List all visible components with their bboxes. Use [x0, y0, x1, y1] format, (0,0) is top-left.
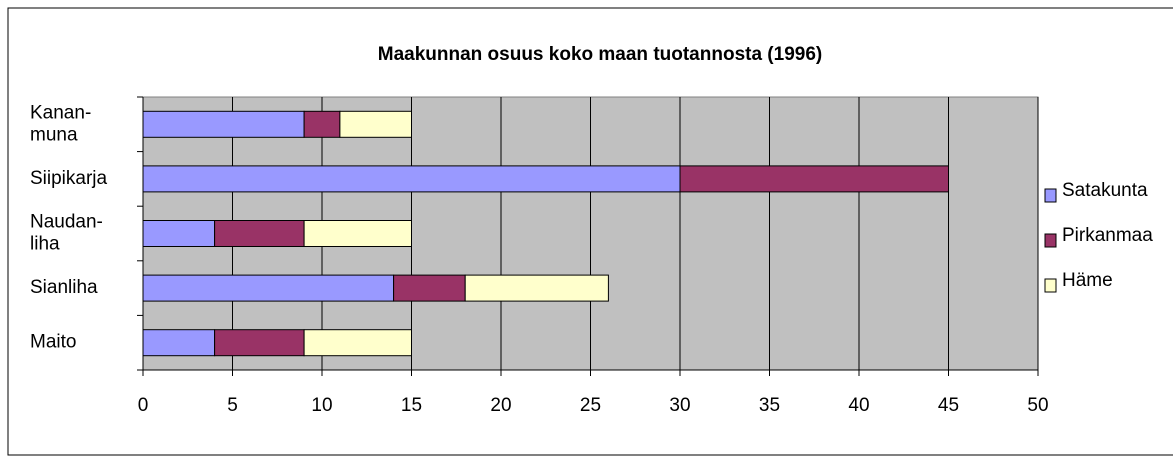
- bar: [214, 329, 305, 357]
- x-tick-label: 35: [759, 395, 780, 416]
- y-tick-label-line: liha: [30, 234, 60, 255]
- legend-swatch: [1044, 278, 1057, 293]
- bar: [679, 165, 949, 193]
- x-tick-label: 30: [669, 395, 690, 416]
- chart-title: Maakunnan osuus koko maan tuotannosta (1…: [378, 44, 822, 65]
- legend-label: Satakunta: [1062, 180, 1148, 201]
- y-tick-label: Kanan-muna: [30, 102, 91, 145]
- x-tick-label: 10: [311, 395, 332, 416]
- x-tick-label: 25: [580, 395, 601, 416]
- x-tick-label: 5: [227, 395, 238, 416]
- legend-swatch: [1044, 188, 1057, 203]
- bar: [142, 329, 216, 357]
- bar: [303, 329, 413, 357]
- y-tick-label-line: muna: [30, 124, 78, 145]
- bar: [214, 220, 305, 247]
- bar: [142, 165, 681, 193]
- y-tick-label: Sianliha: [30, 277, 98, 298]
- legend-label: Pirkanmaa: [1062, 225, 1153, 246]
- y-tick-label: Siipikarja: [30, 168, 108, 189]
- bar: [303, 220, 413, 247]
- x-tick-label: 40: [848, 395, 869, 416]
- bar: [303, 110, 341, 138]
- legend-label: Häme: [1062, 270, 1113, 291]
- x-tick-label: 45: [938, 395, 959, 416]
- x-tick-label: 15: [401, 395, 422, 416]
- x-tick-label: 20: [490, 395, 511, 416]
- x-tick-label: 50: [1027, 395, 1048, 416]
- x-tick-label: 0: [138, 395, 149, 416]
- bar: [142, 220, 216, 247]
- y-tick-label-line: Kanan-: [30, 102, 91, 123]
- legend-swatch: [1044, 233, 1057, 248]
- y-tick-label: Maito: [30, 332, 76, 353]
- bar: [142, 274, 395, 302]
- bar: [464, 274, 609, 302]
- bar: [142, 110, 305, 138]
- y-tick-label: Naudan-liha: [30, 212, 103, 255]
- bar: [339, 110, 412, 138]
- bar: [393, 274, 466, 302]
- y-tick-label-line: Naudan-: [30, 212, 103, 233]
